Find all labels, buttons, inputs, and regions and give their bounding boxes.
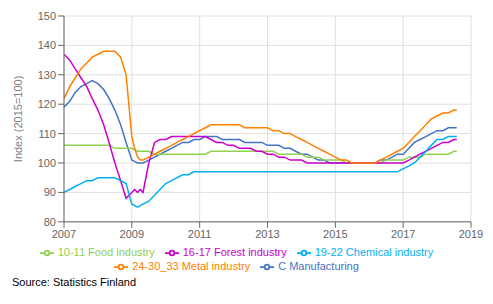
svg-text:Index (2015=100): Index (2015=100) — [12, 76, 24, 163]
html-text:C Manufacturing: C Manufacturing — [278, 259, 359, 272]
svg-text:130: 130 — [38, 69, 56, 81]
svg-text:140: 140 — [38, 39, 56, 51]
svg-text:100: 100 — [38, 157, 56, 169]
svg-text:90: 90 — [44, 186, 56, 198]
html-text:10-11 Food industry: 10-11 Food industry — [57, 245, 155, 258]
html-text:Source: Statistics Finland: Source: Statistics Finland — [12, 276, 137, 288]
svg-text:2013: 2013 — [255, 228, 279, 240]
svg-text:2015: 2015 — [323, 228, 347, 240]
svg-text:2017: 2017 — [391, 228, 415, 240]
svg-text:120: 120 — [38, 98, 56, 110]
svg-text:2011: 2011 — [188, 228, 212, 240]
svg-text:80: 80 — [44, 216, 56, 228]
html-text:24-30_33 Metal industry: 24-30_33 Metal industry — [132, 259, 251, 272]
svg-text:110: 110 — [38, 128, 56, 140]
svg-text:2007: 2007 — [52, 228, 76, 240]
svg-text:2019: 2019 — [459, 228, 483, 240]
html-text:19-22 Chemical industry: 19-22 Chemical industry — [314, 245, 434, 258]
html-text:16-17 Forest industry: 16-17 Forest industry — [182, 245, 287, 258]
svg-text:2009: 2009 — [120, 228, 144, 240]
svg-text:150: 150 — [38, 10, 56, 22]
